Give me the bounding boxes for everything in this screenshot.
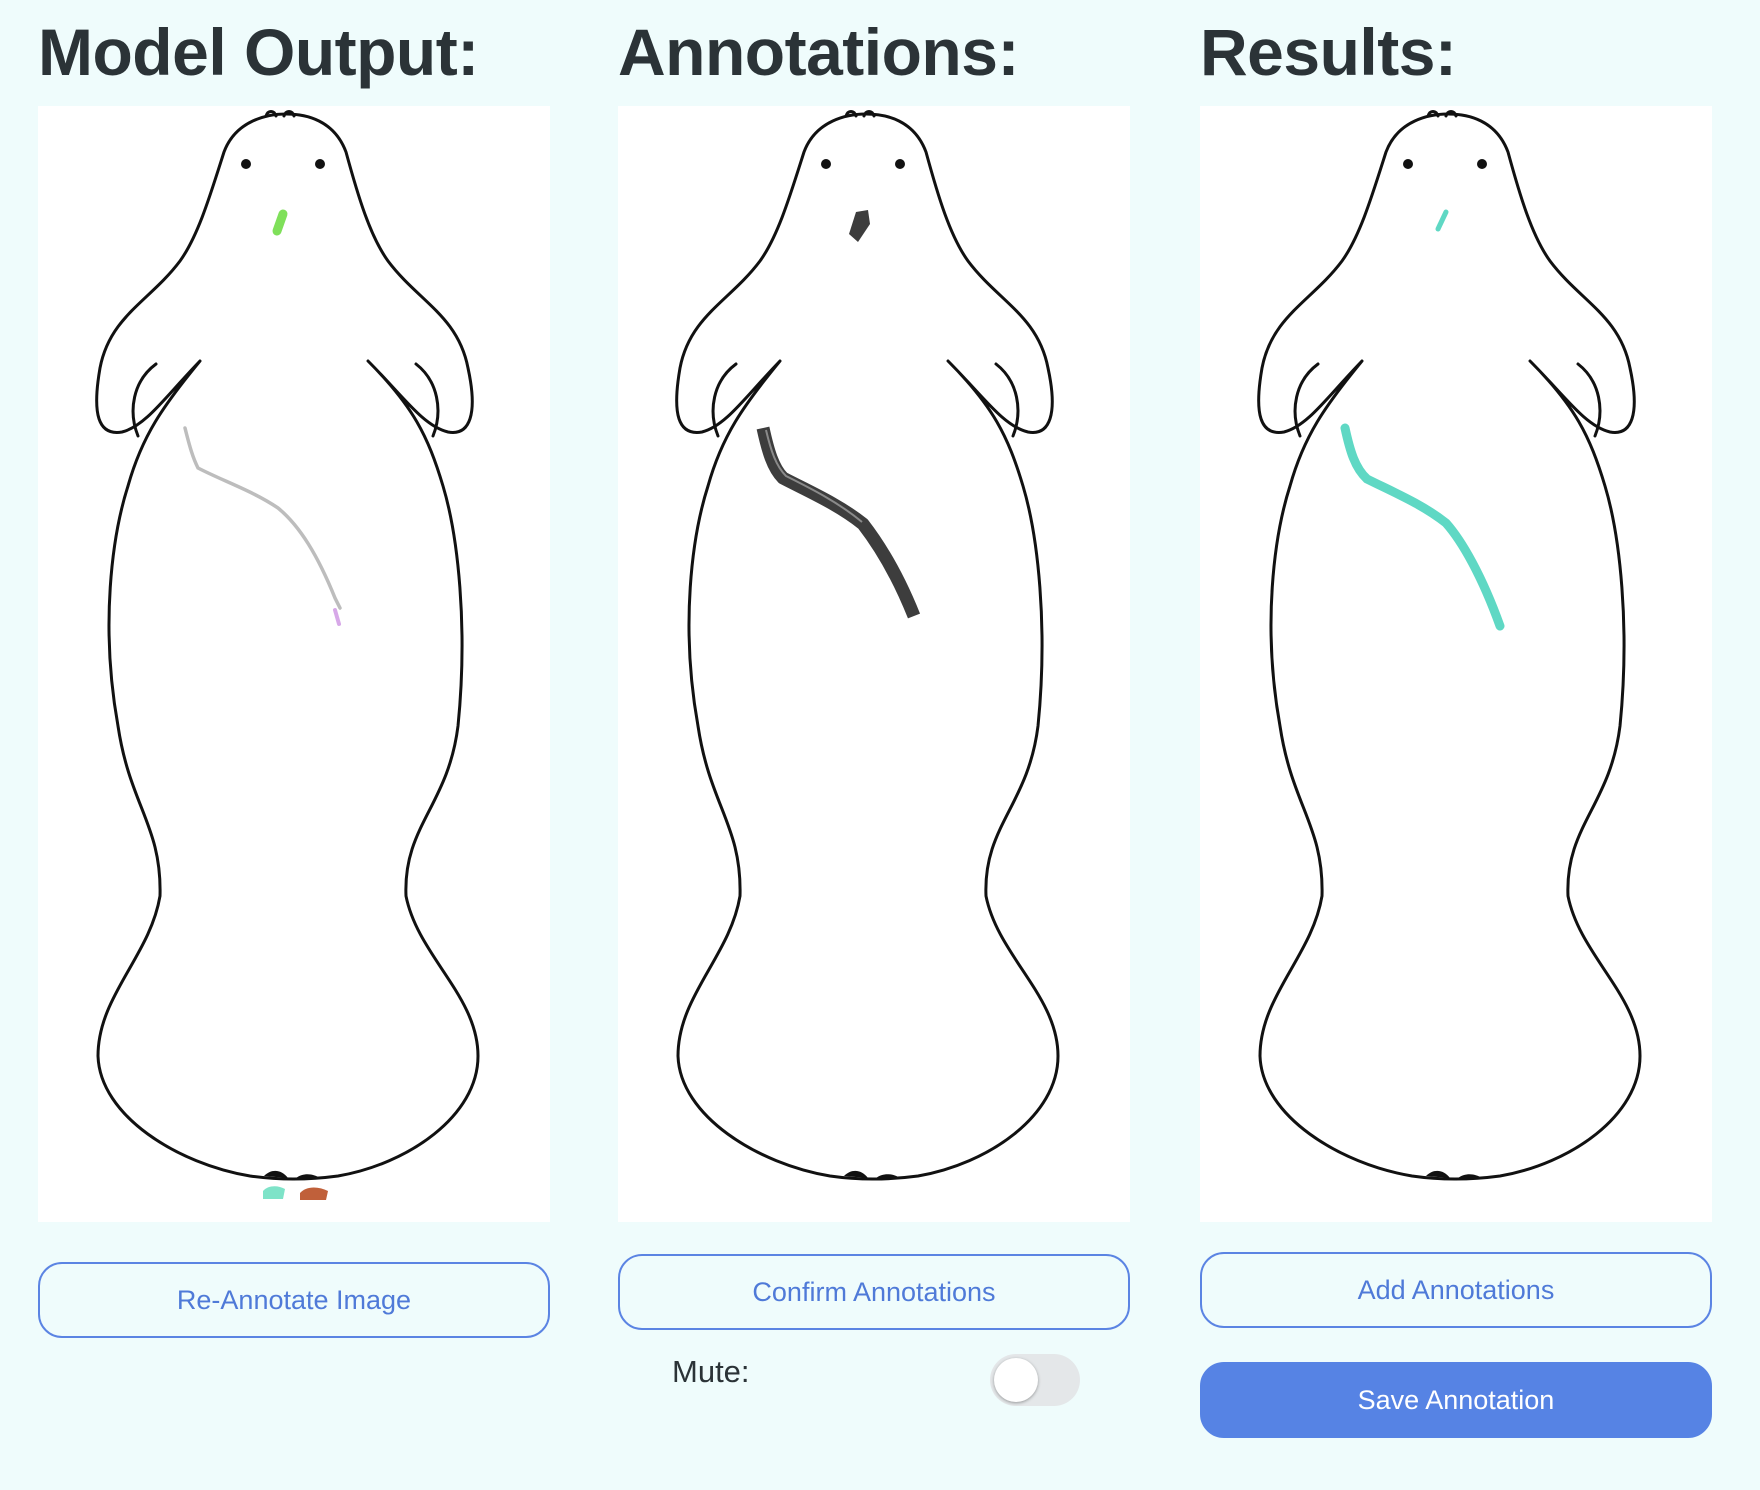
manatee-outline — [95, 110, 480, 1181]
annotations-image[interactable] — [618, 106, 1130, 1222]
model-output-column: Model Output: Re-Annotate Image — [38, 0, 550, 1490]
manatee-outline — [675, 110, 1060, 1181]
scar-mark — [183, 426, 342, 610]
result-stroke — [1435, 209, 1449, 232]
eye-mark — [241, 159, 251, 169]
annotation-stroke — [765, 429, 863, 523]
eye-mark — [1403, 159, 1413, 169]
eye-mark — [895, 159, 905, 169]
tail-mark — [1426, 1170, 1482, 1178]
results-image — [1200, 106, 1712, 1222]
results-title: Results: — [1200, 15, 1457, 89]
annotations-column: Annotations: Confirm Annotations Mute: — [618, 0, 1130, 1490]
tail-mark — [264, 1170, 320, 1178]
annotations-title: Annotations: — [618, 15, 1019, 89]
manatee-outline — [1257, 110, 1642, 1181]
add-annotations-button[interactable]: Add Annotations — [1200, 1252, 1712, 1328]
mute-toggle-knob — [994, 1358, 1038, 1402]
scar-mark — [263, 1186, 285, 1199]
confirm-annotations-button[interactable]: Confirm Annotations — [618, 1254, 1130, 1330]
mute-toggle[interactable] — [990, 1354, 1080, 1406]
model-output-image — [38, 106, 550, 1222]
eye-mark — [821, 159, 831, 169]
mute-label: Mute: — [672, 1354, 750, 1389]
re-annotate-button[interactable]: Re-Annotate Image — [38, 1262, 550, 1338]
scar-mark — [300, 1187, 328, 1200]
scar-mark — [272, 209, 288, 236]
model-output-title: Model Output: — [38, 15, 479, 89]
tail-mark — [844, 1170, 900, 1178]
results-column: Results: Add Annotations Save Annotation — [1200, 0, 1712, 1490]
eye-mark — [315, 159, 325, 169]
scar-mark — [333, 608, 341, 626]
result-stroke — [1340, 423, 1505, 631]
save-annotation-button[interactable]: Save Annotation — [1200, 1362, 1712, 1438]
eye-mark — [1477, 159, 1487, 169]
annotation-stroke — [756, 426, 921, 619]
annotation-stroke — [849, 210, 870, 242]
